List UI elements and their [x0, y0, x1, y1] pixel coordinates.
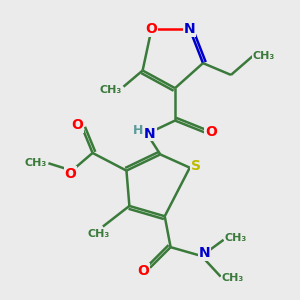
Text: CH₃: CH₃ — [225, 233, 247, 243]
Text: N: N — [184, 22, 196, 36]
Text: S: S — [190, 159, 201, 173]
Text: O: O — [138, 264, 149, 278]
Text: O: O — [71, 118, 83, 132]
Text: O: O — [146, 22, 158, 36]
Text: N: N — [144, 127, 156, 141]
Text: CH₃: CH₃ — [87, 229, 110, 239]
Text: CH₃: CH₃ — [99, 85, 122, 94]
Text: CH₃: CH₃ — [252, 51, 274, 61]
Text: O: O — [64, 167, 76, 181]
Text: N: N — [199, 246, 210, 260]
Text: O: O — [205, 125, 217, 139]
Text: H: H — [132, 124, 143, 137]
Text: CH₃: CH₃ — [222, 273, 244, 283]
Text: CH₃: CH₃ — [25, 158, 47, 168]
